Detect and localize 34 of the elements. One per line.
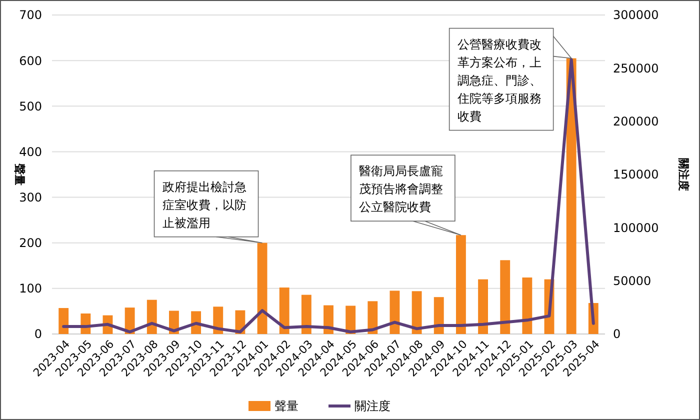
y-tick-label: 600 bbox=[19, 54, 42, 68]
bar bbox=[478, 279, 488, 334]
y2-tick-label: 300000 bbox=[613, 8, 659, 22]
y-tick-label: 0 bbox=[34, 327, 42, 342]
y2-axis-title: 關注度 bbox=[677, 158, 690, 191]
bar bbox=[58, 308, 69, 334]
y-tick-label: 400 bbox=[19, 144, 42, 159]
y2-tick-label: 100000 bbox=[613, 220, 659, 235]
bar bbox=[279, 288, 290, 334]
legend-label: 關注度 bbox=[354, 399, 390, 414]
bar bbox=[434, 297, 444, 334]
bar bbox=[456, 235, 466, 334]
legend-label: 聲量 bbox=[274, 399, 298, 414]
bar bbox=[257, 242, 268, 334]
y-axis-title: 聲量 bbox=[13, 162, 26, 186]
bar bbox=[500, 260, 510, 334]
y2-tick-label: 0 bbox=[613, 327, 621, 342]
bar bbox=[412, 291, 422, 334]
bar bbox=[301, 294, 312, 334]
annotation: 政府提出檢討急症室收費，以防止被濫用 bbox=[162, 180, 246, 230]
y2-tick-label: 250000 bbox=[613, 61, 659, 76]
bar bbox=[522, 277, 532, 334]
y-tick-label: 200 bbox=[19, 236, 42, 250]
y2-tick-label: 50000 bbox=[613, 274, 652, 288]
bar bbox=[146, 300, 157, 334]
y-tick-label: 700 bbox=[19, 8, 42, 22]
y2-tick-label: 150000 bbox=[613, 168, 659, 182]
bar bbox=[368, 301, 378, 334]
y-tick-label: 300 bbox=[19, 190, 42, 204]
y2-tick-label: 200000 bbox=[613, 114, 659, 129]
annotation: 公營醫療收費改革方案公布，上調急症、門診、住院等多項服務收費 bbox=[456, 37, 542, 124]
annotation: 醫衛局局長盧寵茂預告將會調整公立醫院收費 bbox=[358, 164, 443, 214]
y-tick-label: 100 bbox=[19, 282, 42, 296]
y-tick-label: 500 bbox=[19, 99, 42, 114]
